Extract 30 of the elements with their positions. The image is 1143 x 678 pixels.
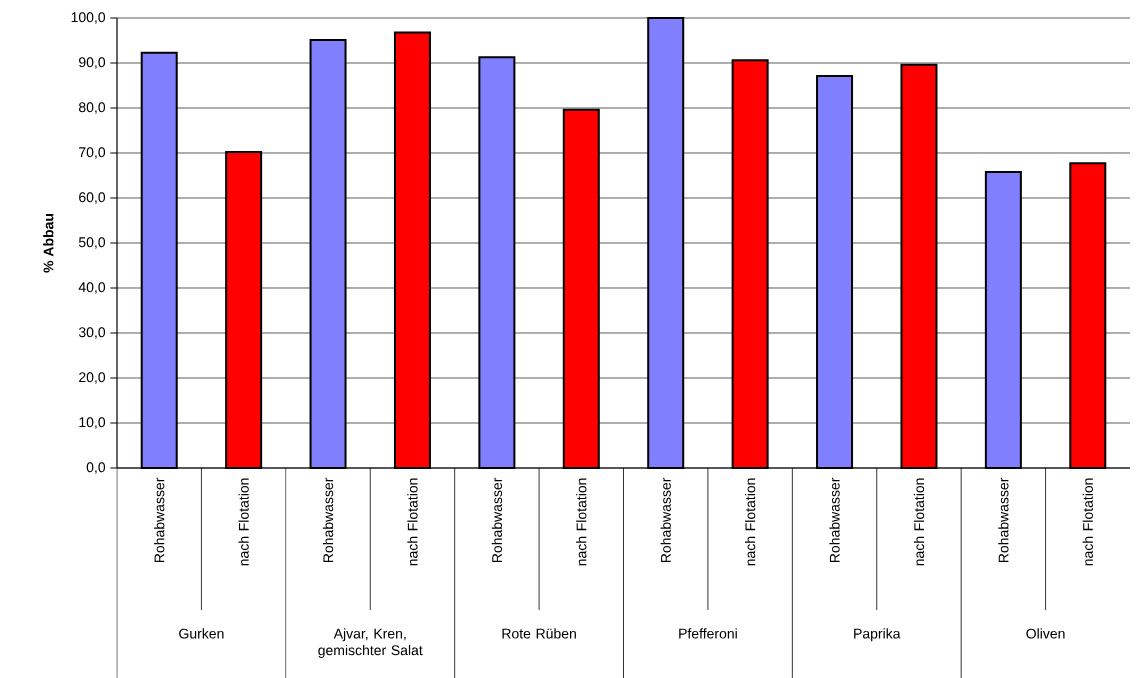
x-tick-label: Rohabwasser bbox=[829, 477, 840, 562]
x-tick-label: nach Flotation bbox=[913, 478, 925, 566]
x-tick-label: Rohabwasser bbox=[660, 477, 671, 562]
y-axis-title: % Abbau bbox=[43, 213, 54, 273]
y-tick-label: 30,0 bbox=[78, 327, 106, 339]
x-tick-label: nach Flotation bbox=[576, 478, 587, 566]
text: Rote Rüben bbox=[502, 628, 576, 639]
x-tick-label: Rohabwasser bbox=[322, 477, 334, 562]
text: Gurken bbox=[179, 628, 224, 639]
y-tick-label: 100,0 bbox=[71, 12, 106, 24]
x-tick-label: Rohabwasser bbox=[154, 477, 165, 562]
y-tick-label: 70,0 bbox=[79, 147, 106, 159]
y-tick-label: 20,0 bbox=[79, 372, 106, 384]
y-tick-label: 90,0 bbox=[79, 57, 106, 69]
x-tick-label: Rohabwasser bbox=[998, 477, 1009, 562]
y-tick-label: 60,0 bbox=[79, 192, 106, 204]
y-tick-label: 80,0 bbox=[78, 102, 106, 114]
text: Oliven bbox=[1026, 628, 1065, 639]
y-tick-label: 0,0 bbox=[86, 462, 106, 474]
text: Pfefferoni bbox=[679, 628, 737, 639]
x-tick-label: nach Flotation bbox=[238, 478, 249, 566]
y-tick-label: 10,0 bbox=[79, 417, 106, 429]
y-tick-label: 50,0 bbox=[78, 237, 106, 249]
x-tick-label: nach Flotation bbox=[744, 478, 756, 566]
text: Ajvar, Kren, gemischter Salat bbox=[318, 628, 423, 658]
x-tick-label: nach Flotation bbox=[407, 478, 418, 566]
text: Paprika bbox=[854, 628, 901, 642]
y-tick-label: 40,0 bbox=[78, 282, 106, 294]
x-tick-label: Rohabwasser bbox=[491, 477, 503, 562]
x-tick-label: nach Flotation bbox=[1082, 478, 1093, 566]
